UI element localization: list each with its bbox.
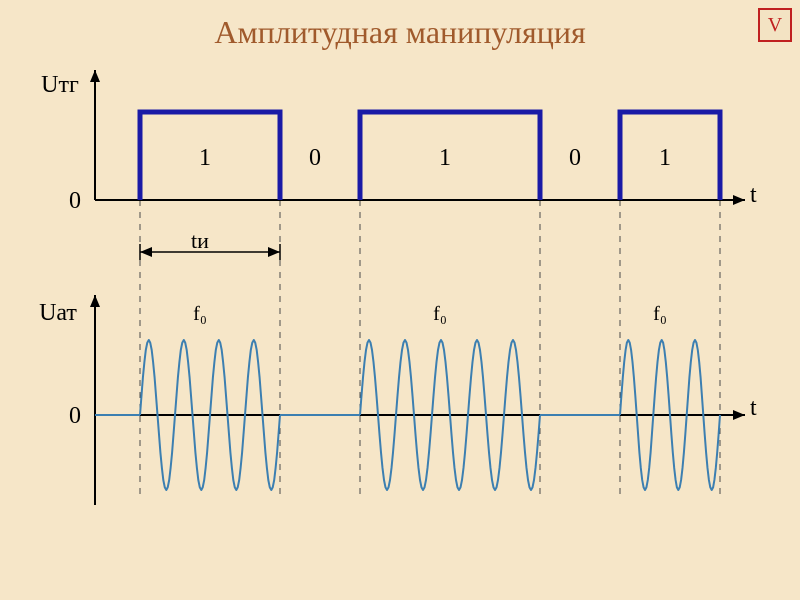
ti-arrow-left bbox=[140, 247, 152, 257]
ti-label: tи bbox=[191, 228, 209, 253]
bit-label-3: 0 bbox=[569, 145, 581, 171]
bit-label-2: 1 bbox=[439, 145, 451, 171]
ti-arrow-right bbox=[268, 247, 280, 257]
top-x-axis-arrow bbox=[733, 195, 745, 205]
bit-label-4: 1 bbox=[659, 145, 671, 171]
bot-zero-label: 0 bbox=[69, 403, 81, 429]
carrier-label-2: f₀ bbox=[653, 303, 667, 325]
top-x-label: t bbox=[750, 182, 757, 208]
diagram-svg: Uтг 0 t 1 0 1 0 1 tи Uат 0 t f₀ f₀ f₀ bbox=[0, 0, 800, 600]
carrier-label-0: f₀ bbox=[193, 303, 207, 325]
bot-y-axis-arrow bbox=[90, 295, 100, 307]
carrier-label-1: f₀ bbox=[433, 303, 447, 325]
bot-y-label: Uат bbox=[39, 300, 77, 326]
bot-x-label: t bbox=[750, 395, 757, 421]
bit-label-1: 0 bbox=[309, 145, 321, 171]
slide-root: Амплитудная манипуляция V Uтг0t10101tиUа… bbox=[0, 0, 800, 600]
top-y-label: Uтг bbox=[41, 72, 79, 98]
bit-label-0: 1 bbox=[199, 145, 211, 171]
top-y-axis-arrow bbox=[90, 70, 100, 82]
bot-x-axis-arrow bbox=[733, 410, 745, 420]
top-zero-label: 0 bbox=[69, 188, 81, 214]
